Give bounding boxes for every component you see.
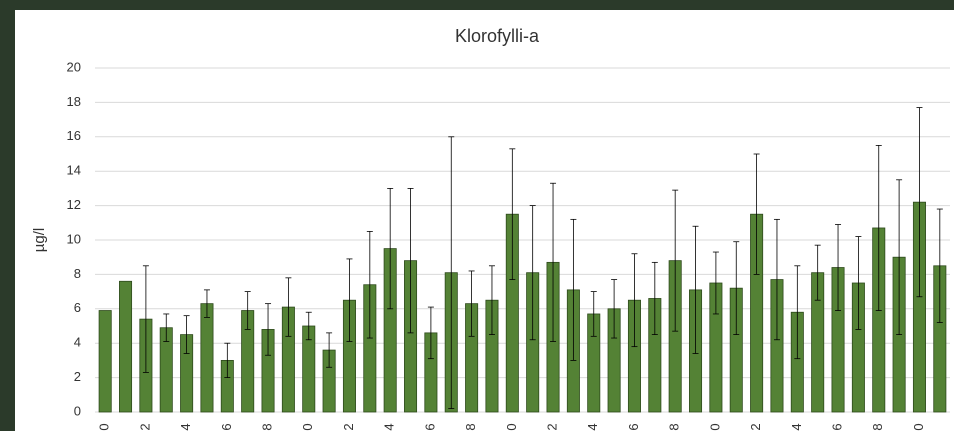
y-tick-label: 4 (74, 335, 81, 350)
x-tick-label: 4 (585, 423, 600, 430)
x-tick-label: 6 (626, 423, 641, 430)
x-tick-label: 0 (911, 423, 926, 430)
x-tick-label: 2 (137, 423, 152, 430)
y-tick-label: 14 (67, 163, 81, 178)
y-tick-label: 6 (74, 300, 81, 315)
chart: Klorofylli-a µg/l 0246810121416182002468… (0, 0, 954, 431)
x-tick-label: 8 (667, 423, 682, 430)
y-tick-label: 0 (74, 403, 81, 418)
chart-title: Klorofylli-a (455, 26, 540, 46)
x-tick-label: 6 (829, 423, 844, 430)
y-tick-label: 18 (67, 94, 81, 109)
y-tick-label: 12 (67, 197, 81, 212)
x-tick-label: 2 (544, 423, 559, 430)
x-tick-label: 0 (504, 423, 519, 430)
x-tick-label: 2 (341, 423, 356, 430)
x-tick-label: 4 (178, 423, 193, 430)
x-tick-label: 0 (97, 423, 112, 430)
x-tick-label: 0 (300, 423, 315, 430)
x-tick-label: 6 (219, 423, 234, 430)
y-tick-label: 8 (74, 266, 81, 281)
x-tick-label: 8 (870, 423, 885, 430)
x-tick-label: 4 (382, 423, 397, 430)
x-tick-label: 2 (748, 423, 763, 430)
x-tick-label: 0 (707, 423, 722, 430)
x-tick-label: 4 (789, 423, 804, 430)
y-axis-label: µg/l (31, 228, 48, 253)
bar (119, 281, 131, 412)
y-tick-label: 20 (67, 59, 81, 74)
bar (201, 304, 213, 412)
y-tick-label: 10 (67, 231, 81, 246)
bar (99, 311, 111, 412)
x-tick-label: 8 (463, 423, 478, 430)
y-tick-label: 2 (74, 369, 81, 384)
x-tick-label: 8 (259, 423, 274, 430)
y-tick-label: 16 (67, 128, 81, 143)
x-tick-label: 6 (422, 423, 437, 430)
